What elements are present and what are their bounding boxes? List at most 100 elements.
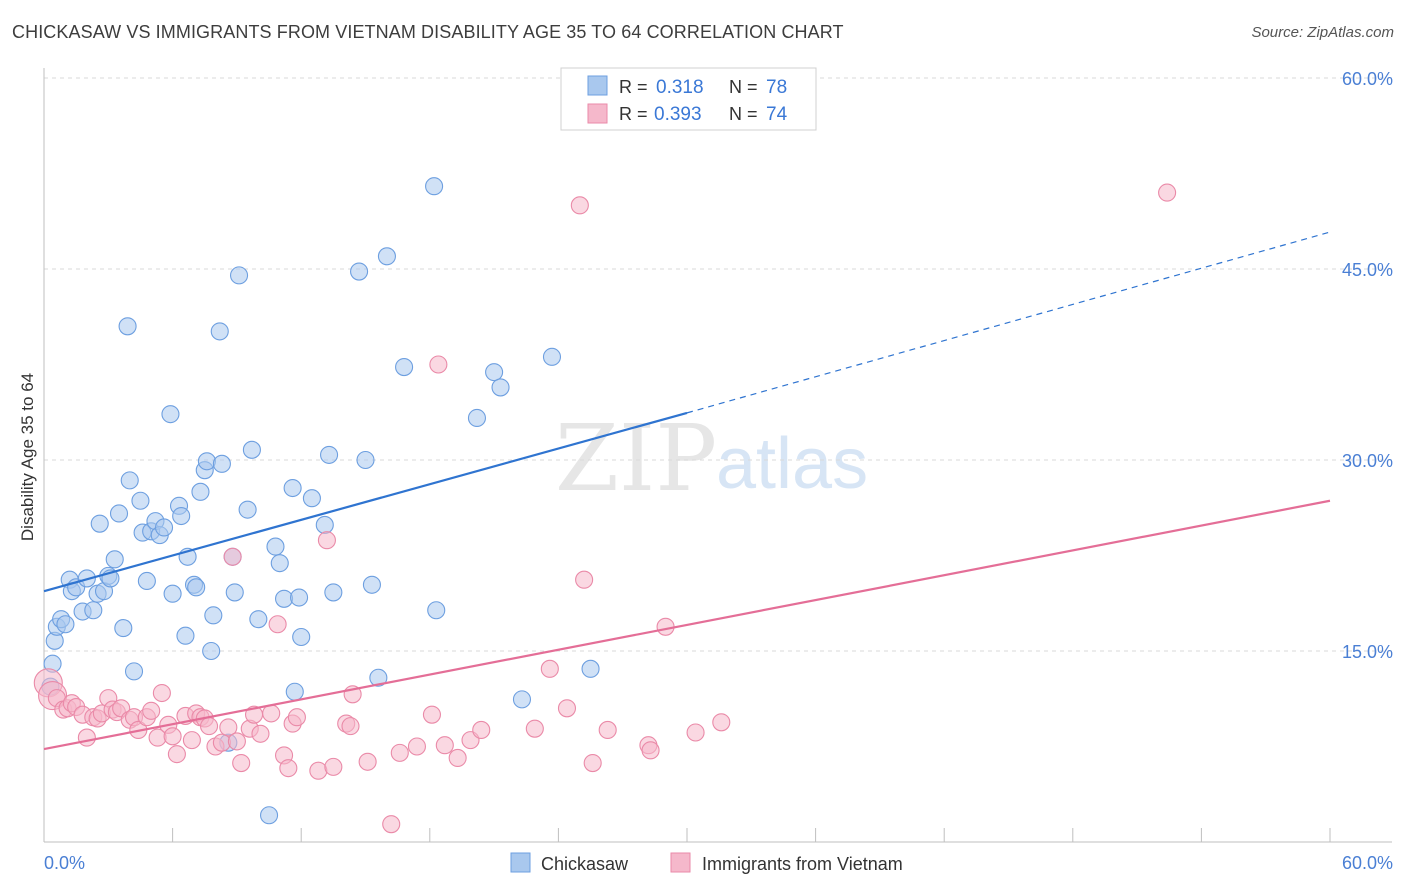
point-vietnam bbox=[163, 727, 182, 746]
point-vietnam bbox=[152, 683, 171, 703]
point-vietnam bbox=[182, 731, 201, 750]
point-vietnam bbox=[1158, 183, 1177, 202]
point-chickasaw bbox=[283, 478, 302, 498]
point-chickasaw bbox=[187, 578, 206, 597]
point-chickasaw bbox=[229, 266, 249, 285]
point-chickasaw bbox=[285, 682, 304, 701]
point-chickasaw bbox=[491, 378, 510, 397]
point-vietnam bbox=[686, 723, 705, 742]
point-chickasaw bbox=[154, 518, 174, 537]
point-vietnam bbox=[358, 752, 377, 771]
point-chickasaw bbox=[172, 506, 191, 526]
point-vietnam bbox=[422, 705, 441, 724]
point-chickasaw bbox=[270, 554, 289, 573]
legend-swatch-chickasaw bbox=[587, 75, 608, 96]
legend-box: R = 0.318 N = 78 R = 0.393 N = 74 bbox=[560, 67, 817, 131]
point-chickasaw bbox=[118, 317, 137, 336]
point-vietnam bbox=[287, 708, 306, 727]
legend-n-label-2: N = bbox=[729, 104, 758, 124]
y-tick-label-3: 60.0% bbox=[1342, 69, 1393, 89]
point-chickasaw bbox=[161, 405, 180, 424]
point-chickasaw bbox=[542, 347, 562, 366]
point-vietnam bbox=[448, 748, 467, 768]
point-vietnam bbox=[227, 732, 246, 751]
point-vietnam bbox=[324, 757, 343, 776]
point-vietnam bbox=[570, 196, 589, 215]
point-chickasaw bbox=[425, 177, 444, 196]
trend-line-chickasaw-extension bbox=[686, 231, 1331, 414]
chart-title: CHICKASAW VS IMMIGRANTS FROM VIETNAM DIS… bbox=[12, 22, 844, 42]
point-vietnam bbox=[268, 615, 287, 634]
point-vietnam bbox=[598, 720, 617, 739]
point-chickasaw bbox=[362, 575, 381, 594]
point-chickasaw bbox=[395, 357, 414, 377]
trend-lines bbox=[43, 231, 1331, 751]
point-chickasaw bbox=[109, 504, 129, 523]
y-tick-labels: 15.0% 30.0% 45.0% 60.0% bbox=[1342, 69, 1393, 662]
point-chickasaw bbox=[512, 690, 532, 709]
x-tick-marks bbox=[43, 828, 1331, 842]
point-chickasaw bbox=[56, 615, 75, 634]
legend-swatch-vietnam bbox=[587, 103, 608, 124]
point-chickasaw bbox=[212, 454, 231, 473]
point-vietnam bbox=[557, 699, 577, 718]
point-vietnam bbox=[525, 719, 544, 738]
point-vietnam bbox=[641, 741, 660, 760]
point-chickasaw bbox=[377, 247, 396, 266]
bottom-legend-swatch-vietnam bbox=[670, 852, 691, 873]
legend-n-value-2: 74 bbox=[766, 104, 788, 125]
bottom-legend-label-chickasaw: Chickasaw bbox=[541, 854, 629, 874]
point-chickasaw bbox=[90, 514, 109, 533]
point-vietnam bbox=[583, 754, 602, 773]
source-credit: Source: ZipAtlas.com bbox=[1251, 24, 1394, 41]
point-chickasaw bbox=[259, 806, 279, 825]
point-vietnam bbox=[317, 531, 336, 550]
point-vietnam bbox=[407, 737, 426, 756]
point-vietnam bbox=[232, 754, 251, 773]
point-vietnam bbox=[219, 718, 238, 737]
point-chickasaw bbox=[467, 408, 487, 428]
point-chickasaw bbox=[320, 445, 339, 464]
point-chickasaw bbox=[197, 452, 216, 471]
series-vietnam-points bbox=[33, 183, 1177, 834]
legend-r-value-1: 0.318 bbox=[656, 77, 704, 98]
point-chickasaw bbox=[350, 262, 369, 281]
series-chickasaw-points bbox=[41, 177, 600, 825]
point-chickasaw bbox=[302, 489, 321, 508]
point-chickasaw bbox=[369, 668, 388, 687]
y-tick-label-2: 45.0% bbox=[1342, 260, 1393, 280]
point-chickasaw bbox=[131, 491, 150, 510]
point-chickasaw bbox=[120, 471, 139, 490]
point-vietnam bbox=[309, 761, 328, 780]
point-chickasaw bbox=[137, 571, 156, 591]
point-chickasaw bbox=[324, 583, 343, 602]
point-chickasaw bbox=[427, 601, 446, 620]
point-chickasaw bbox=[290, 588, 309, 607]
bottom-legend-label-vietnam: Immigrants from Vietnam bbox=[702, 854, 903, 874]
point-chickasaw bbox=[485, 363, 504, 382]
legend-r-label-2: R = bbox=[619, 104, 648, 124]
point-vietnam bbox=[341, 717, 360, 736]
point-chickasaw bbox=[292, 627, 311, 647]
point-chickasaw bbox=[84, 601, 103, 620]
point-chickasaw bbox=[356, 450, 375, 470]
point-vietnam bbox=[429, 355, 448, 374]
legend-r-value-2: 0.393 bbox=[654, 104, 702, 125]
point-chickasaw bbox=[105, 550, 124, 569]
point-vietnam bbox=[223, 547, 242, 566]
watermark-atlas: atlas bbox=[716, 424, 868, 504]
gridlines bbox=[44, 77, 1392, 652]
point-vietnam bbox=[212, 733, 231, 752]
point-chickasaw bbox=[191, 482, 210, 501]
point-chickasaw bbox=[163, 584, 182, 603]
point-vietnam bbox=[575, 570, 594, 589]
trend-line-chickasaw bbox=[43, 411, 688, 593]
point-vietnam bbox=[199, 717, 219, 736]
x-tick-label-max: 60.0% bbox=[1342, 853, 1393, 873]
point-chickasaw bbox=[249, 610, 268, 629]
point-chickasaw bbox=[204, 606, 223, 625]
point-vietnam bbox=[472, 720, 491, 739]
point-chickasaw bbox=[225, 583, 244, 602]
point-vietnam bbox=[279, 759, 298, 778]
